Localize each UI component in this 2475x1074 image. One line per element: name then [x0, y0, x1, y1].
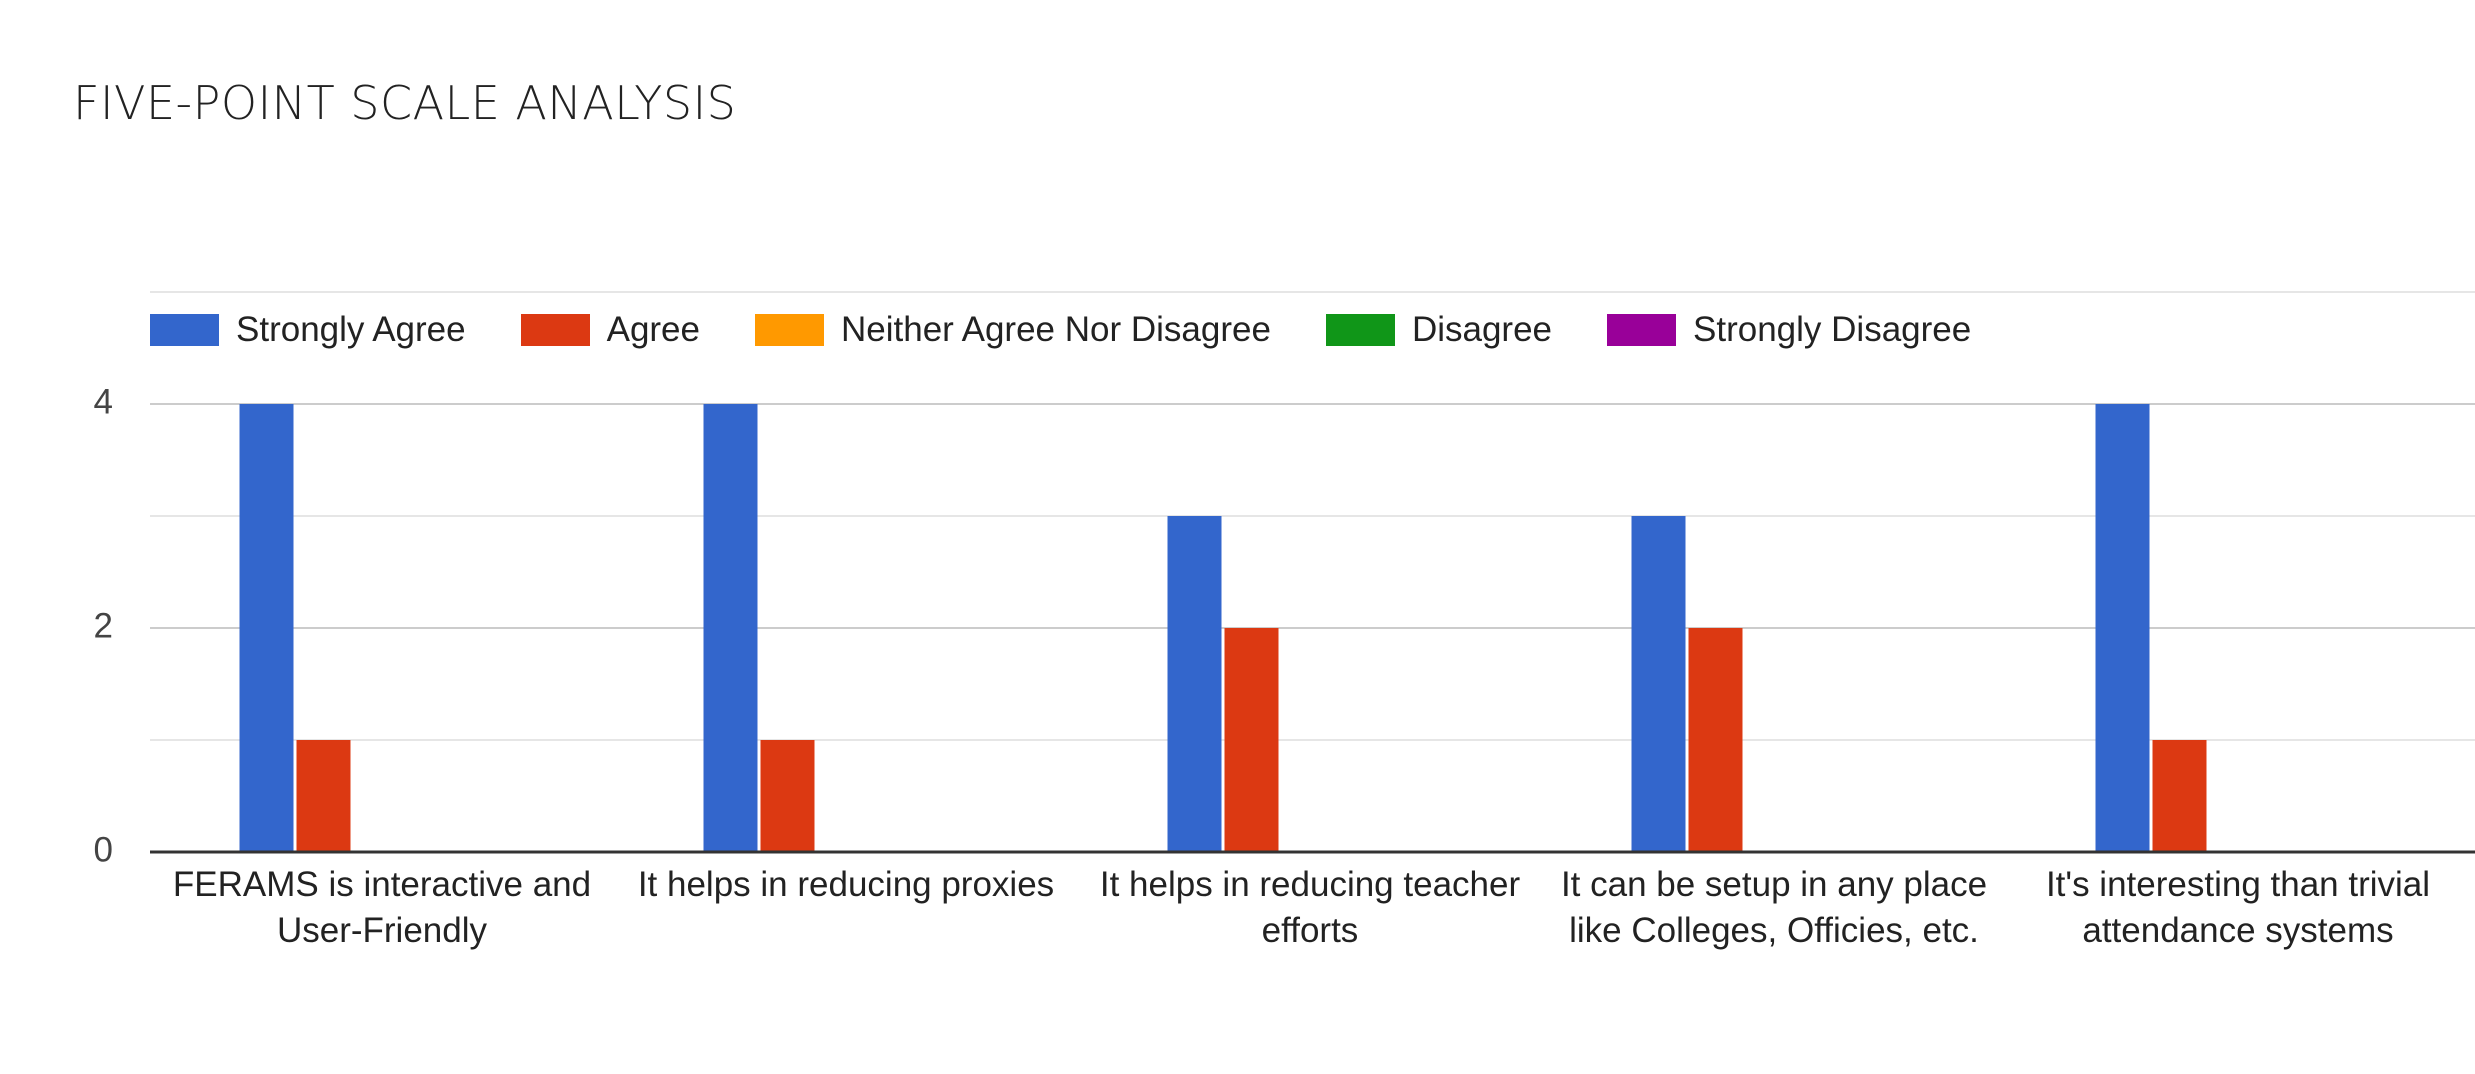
legend-swatch — [1607, 314, 1677, 346]
bar — [1688, 628, 1743, 852]
legend-item: Neither Agree Nor Disagree — [755, 310, 1271, 350]
x-tick-label: It helps in reducing teacher efforts — [1099, 865, 1521, 950]
legend-item: Strongly Disagree — [1607, 310, 1971, 350]
bar — [296, 740, 351, 852]
x-tick-label: It can be setup in any place like Colleg… — [1560, 865, 1988, 950]
x-tick-label: FERAMS is interactive and User-Friendly — [172, 865, 592, 950]
legend-label: Strongly Disagree — [1693, 310, 1972, 349]
bar — [2152, 740, 2207, 852]
bar — [2095, 404, 2150, 852]
legend-swatch — [520, 314, 590, 346]
legend-swatch — [755, 314, 824, 346]
bar — [1631, 516, 1686, 852]
legend-item: Strongly Agree — [150, 310, 466, 350]
bar — [760, 740, 815, 852]
legend-swatch — [150, 314, 219, 346]
bar — [239, 404, 294, 852]
legend-item: Disagree — [1325, 310, 1553, 350]
y-tick-label: 0 — [94, 830, 113, 869]
bar — [1224, 628, 1279, 852]
legend-item: Agree — [520, 310, 700, 350]
bar — [1167, 516, 1222, 852]
legend: Strongly Agree Agree Neither Agree Nor Dis… — [150, 310, 2026, 350]
x-tick-label: It helps in reducing proxies — [637, 865, 1055, 904]
y-tick-label: 2 — [94, 606, 113, 645]
legend-label: Disagree — [1411, 310, 1553, 349]
chart-title: FIVE-POINT SCALE ANALYSIS — [73, 76, 737, 130]
x-tick-label: It's interesting than trivial attendance… — [2045, 865, 2431, 950]
bar — [703, 404, 758, 852]
legend-swatch — [1325, 314, 1395, 346]
legend-label: Agree — [606, 310, 700, 349]
legend-label: Neither Agree Nor Disagree — [841, 310, 1271, 349]
y-tick-label: 4 — [94, 382, 113, 421]
legend-label: Strongly Agree — [236, 310, 466, 349]
